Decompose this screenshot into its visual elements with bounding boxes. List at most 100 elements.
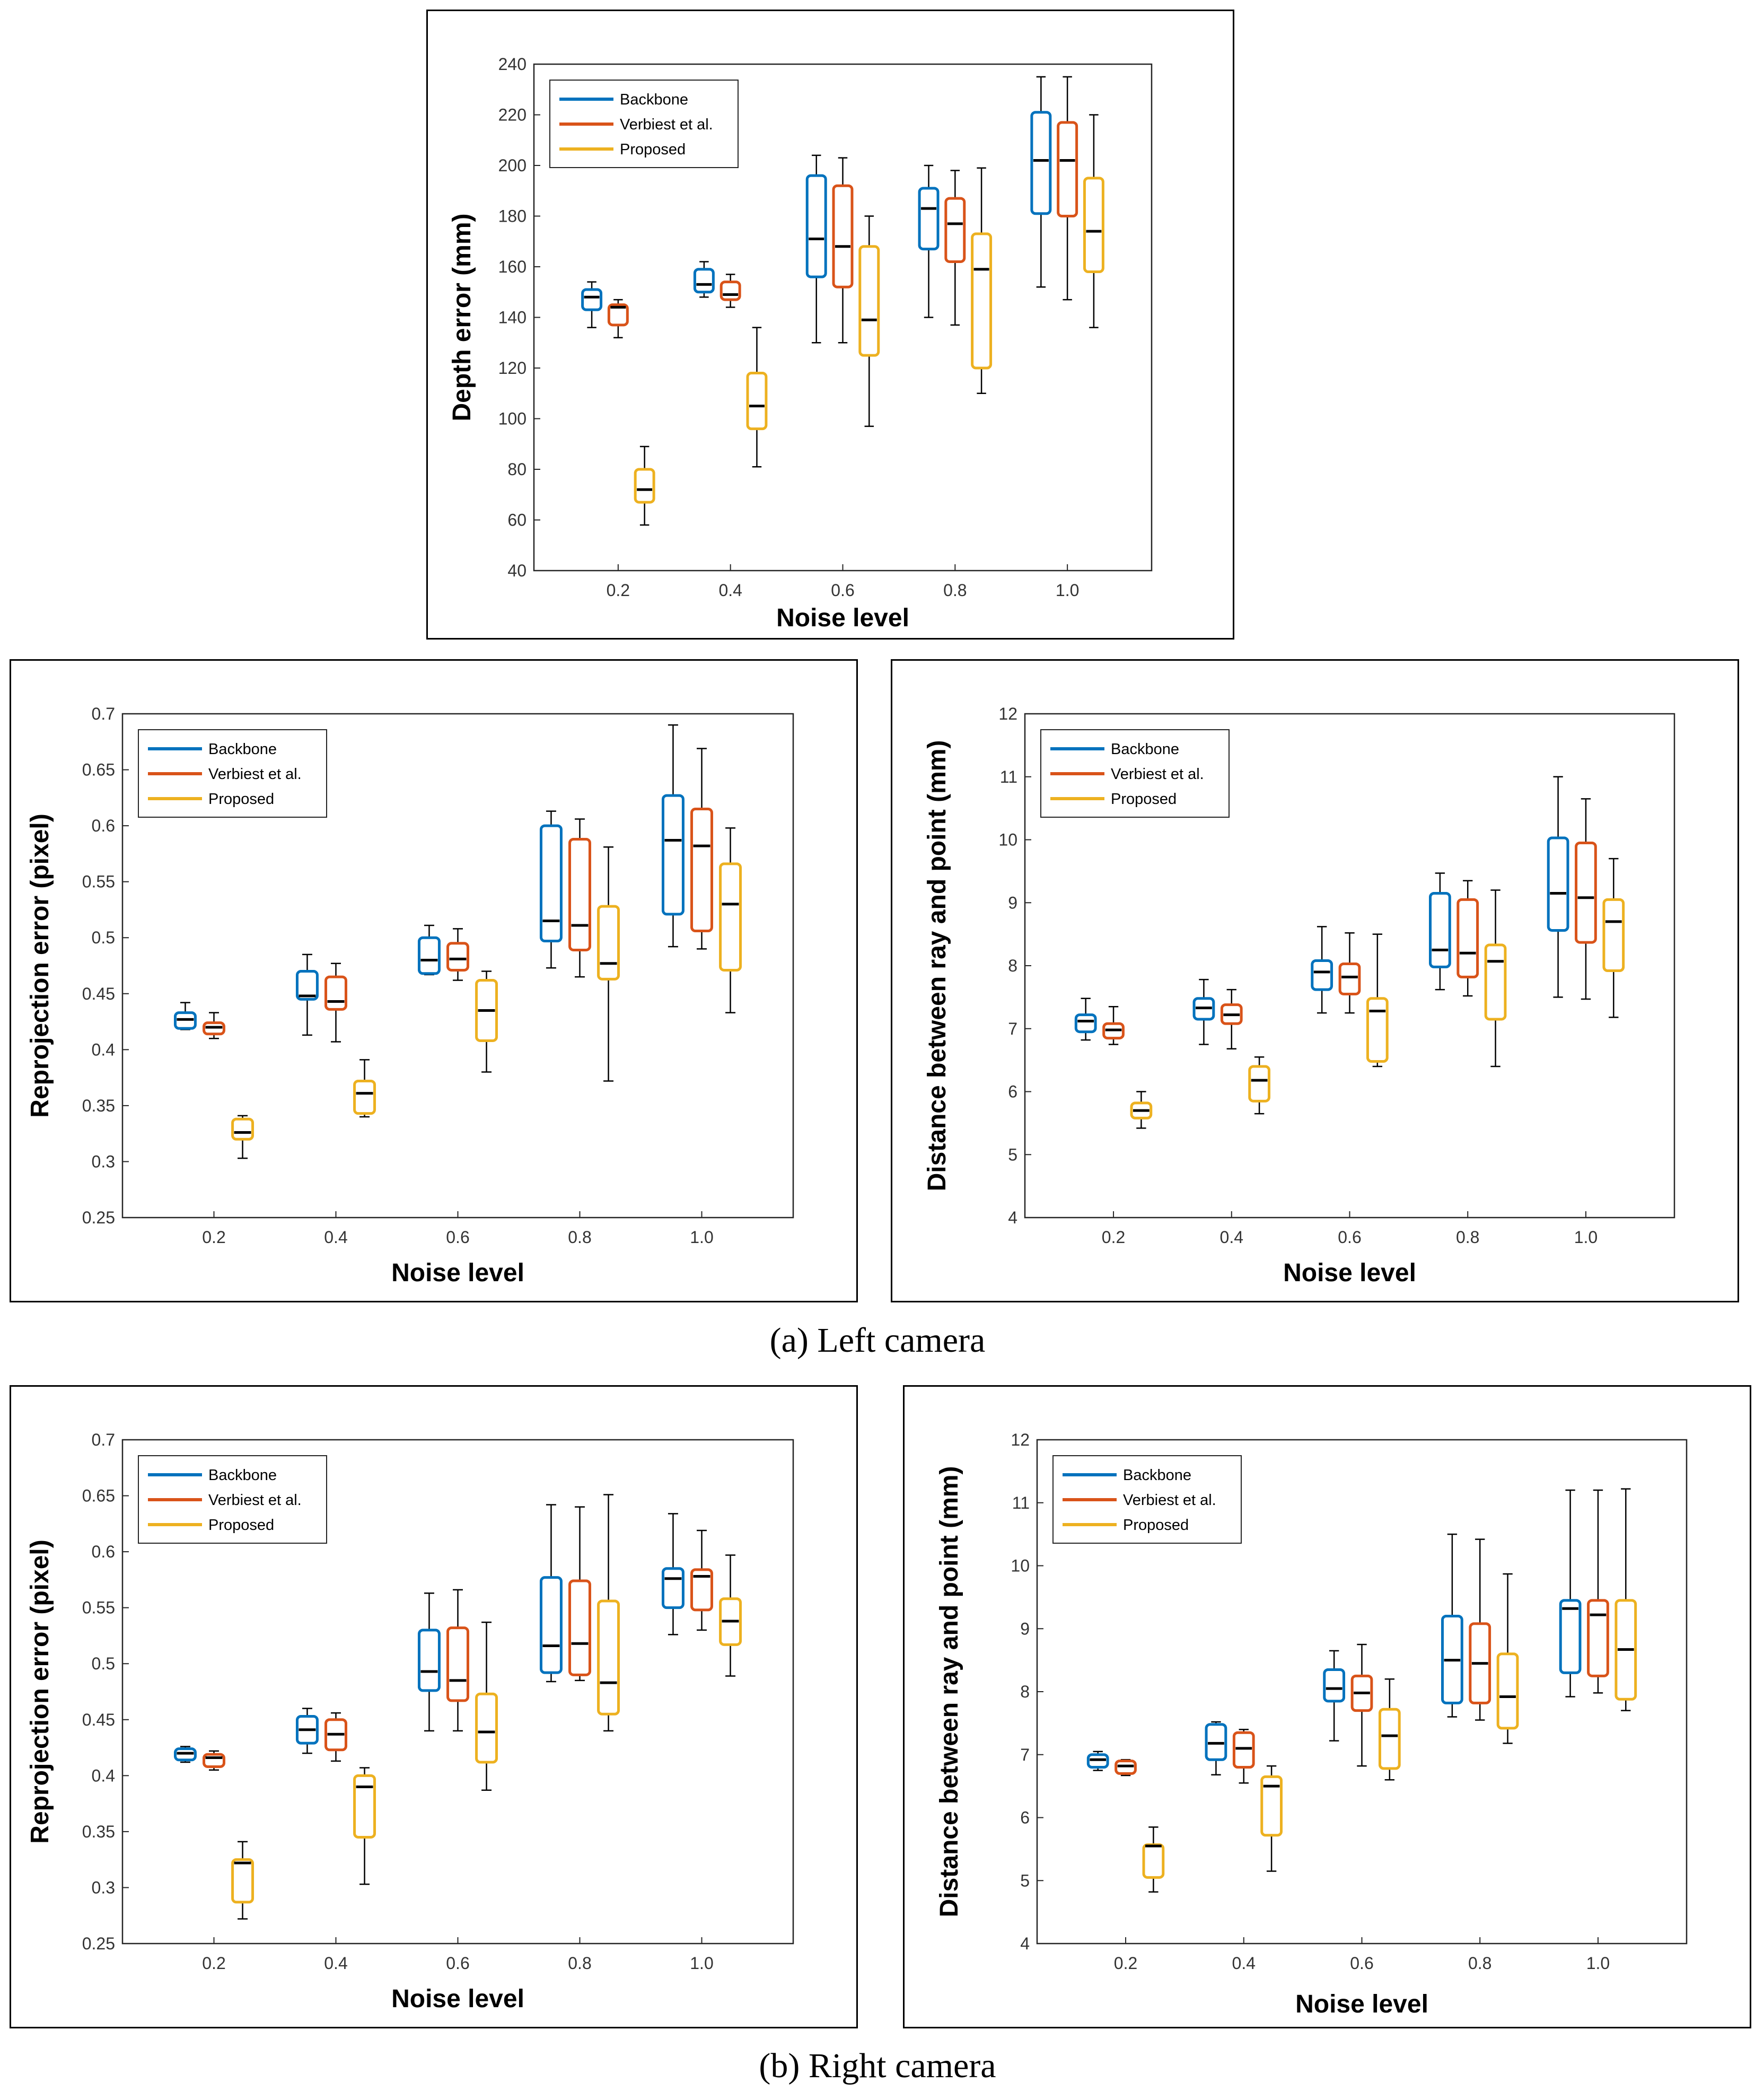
box-iqr <box>1484 943 1507 1021</box>
x-tick-label: 0.4 <box>324 1228 347 1247</box>
box-iqr <box>353 1079 376 1115</box>
box-iqr <box>1311 959 1333 991</box>
box-verbiest-et-al--0.6 <box>1338 932 1361 1014</box>
box-iqr <box>719 1597 742 1646</box>
box-proposed-0.6 <box>1366 933 1389 1068</box>
box-iqr <box>1575 841 1597 944</box>
x-tick-label: 0.8 <box>568 1954 591 1973</box>
chart-right-reprojection: 0.25 0.3 0.35 0.4 0.45 0.5 0.55 0.6 0.65 0.7 0.2 0.… <box>10 1385 858 2028</box>
x-tick-label: 0.2 <box>202 1954 225 1973</box>
box-iqr <box>475 1692 498 1764</box>
x-tick-label: 0.4 <box>324 1954 347 1973</box>
x-tick-label: 0.8 <box>568 1228 591 1247</box>
box-proposed-0.2 <box>1130 1091 1153 1129</box>
y-tick-label: 0.7 <box>92 704 115 723</box>
legend-label: Proposed <box>620 141 686 158</box>
y-tick-label: 7 <box>1020 1745 1030 1764</box>
box-proposed-0.4 <box>746 327 768 468</box>
box-backbone-1.0 <box>661 724 685 948</box>
box-iqr <box>1205 1723 1227 1761</box>
y-axis-title: Reprojection error (pixel) <box>26 1539 54 1843</box>
box-verbiest-et-al--0.4 <box>1220 988 1243 1049</box>
box-iqr <box>944 197 966 263</box>
legend: Backbone Verbiest et al. Proposed <box>1052 1455 1242 1544</box>
box-backbone-0.6 <box>1311 926 1333 1014</box>
box-iqr <box>805 174 827 278</box>
box-iqr <box>1057 121 1078 217</box>
box-verbiest-et-al--0.2 <box>203 1012 225 1039</box>
box-iqr <box>568 837 591 951</box>
box-verbiest-et-al--1.0 <box>1575 798 1597 1000</box>
box-verbiest-et-al--0.6 <box>446 928 469 981</box>
box-backbone-0.8 <box>1429 872 1451 991</box>
x-tick-label: 1.0 <box>1056 581 1079 600</box>
x-tick-label: 0.6 <box>446 1954 469 1973</box>
box-verbiest-et-al--1.0 <box>690 748 713 950</box>
box-iqr <box>581 288 603 311</box>
box-iqr <box>1102 1022 1125 1040</box>
box-iqr <box>295 970 319 1001</box>
box-iqr <box>1469 1622 1491 1704</box>
y-tick-label: 60 <box>507 511 526 530</box>
legend-label: Backbone <box>1123 1467 1191 1484</box>
y-tick-label: 11 <box>1000 767 1017 786</box>
y-tick-label: 200 <box>498 156 526 175</box>
box-backbone-0.6 <box>805 154 827 344</box>
box-verbiest-et-al--0.8 <box>1469 1538 1491 1721</box>
box-verbiest-et-al--0.2 <box>607 299 629 338</box>
x-tick-label: 0.2 <box>607 581 630 600</box>
box-iqr <box>475 978 498 1042</box>
x-axis-title: Noise level <box>391 1259 524 1287</box>
box-backbone-1.0 <box>1547 776 1569 998</box>
x-tick-label: 0.8 <box>1468 1954 1491 1973</box>
box-iqr <box>1030 111 1052 215</box>
box-iqr <box>1192 997 1215 1021</box>
box-iqr <box>1587 1599 1609 1677</box>
y-tick-label: 5 <box>1008 1145 1017 1164</box>
box-iqr <box>1220 1003 1243 1025</box>
y-tick-label: 0.3 <box>92 1152 115 1171</box>
box-proposed-0.6 <box>858 215 880 427</box>
box-iqr <box>832 184 854 288</box>
y-tick-label: 8 <box>1008 956 1017 975</box>
legend-label: Verbiest et al. <box>1111 766 1204 783</box>
x-axis-title: Noise level <box>1295 1990 1428 2018</box>
box-iqr <box>1547 836 1569 932</box>
legend-label: Proposed <box>208 1517 274 1534</box>
legend: Backbone Verbiest et al. Proposed <box>549 80 739 168</box>
y-tick-label: 160 <box>498 257 526 276</box>
box-verbiest-et-al--0.8 <box>568 1506 591 1682</box>
x-tick-label: 0.8 <box>1456 1228 1479 1247</box>
x-axis-title: Noise level <box>1283 1259 1416 1287</box>
box-iqr <box>719 281 741 301</box>
box-verbiest-et-al--1.0 <box>1587 1489 1609 1694</box>
box-proposed-0.8 <box>597 1494 620 1732</box>
y-tick-label: 0.25 <box>82 1934 115 1953</box>
box-iqr <box>1130 1101 1153 1119</box>
caption-left-camera: (a) Left camera <box>769 1321 986 1360</box>
box-backbone-0.2 <box>1074 998 1097 1041</box>
y-tick-label: 40 <box>507 561 526 580</box>
x-tick-label: 0.6 <box>1338 1228 1361 1247</box>
y-tick-label: 180 <box>498 207 526 226</box>
box-iqr <box>1083 177 1104 274</box>
box-proposed-0.4 <box>353 1059 376 1118</box>
box-verbiest-et-al--0.2 <box>1102 1005 1125 1045</box>
box-backbone-0.2 <box>173 1746 197 1763</box>
box-proposed-0.4 <box>1248 1056 1270 1115</box>
box-iqr <box>971 232 993 370</box>
y-tick-label: 0.4 <box>92 1040 115 1059</box>
box-backbone-0.2 <box>1086 1751 1109 1771</box>
box-iqr <box>417 1629 441 1692</box>
x-tick-label: 0.4 <box>1220 1228 1243 1247</box>
chart-left-distance-canvas: 4 5 6 7 8 9 10 11 12 0.2 0.4 0.6 0.8 1.0 Noise level Di… <box>923 704 1675 1287</box>
y-tick-label: 5 <box>1020 1871 1030 1890</box>
y-tick-label: 9 <box>1020 1619 1030 1638</box>
y-tick-label: 4 <box>1020 1934 1030 1953</box>
box-iqr <box>173 1011 197 1030</box>
box-iqr <box>661 1567 685 1609</box>
y-tick-label: 8 <box>1020 1682 1030 1701</box>
box-proposed-0.2 <box>231 1841 255 1920</box>
box-iqr <box>1441 1615 1463 1704</box>
chart-right-distance: 4 5 6 7 8 9 10 11 12 0.2 0.4 0.6 0.8 1.0 Noise level Di… <box>903 1385 1751 2028</box>
